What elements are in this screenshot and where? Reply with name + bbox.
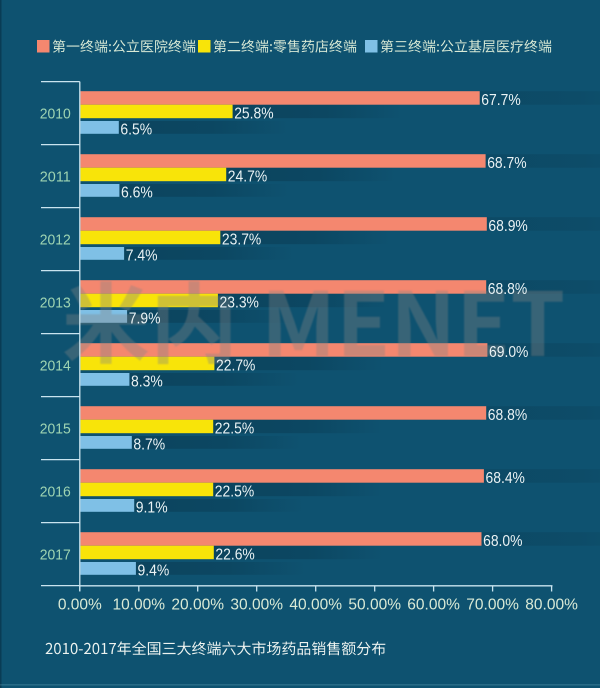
svg-text:7.9%: 7.9% — [129, 310, 161, 327]
svg-text:2016: 2016 — [40, 483, 71, 500]
svg-text:68.4%: 68.4% — [486, 470, 525, 487]
svg-text:6.5%: 6.5% — [120, 121, 152, 138]
svg-text:9.4%: 9.4% — [138, 562, 170, 579]
svg-text:2014: 2014 — [40, 357, 71, 374]
svg-text:10.00%: 10.00% — [113, 596, 166, 613]
svg-text:24.7%: 24.7% — [228, 168, 267, 185]
svg-text:6.6%: 6.6% — [121, 184, 153, 201]
svg-text:20.00%: 20.00% — [171, 596, 224, 613]
svg-text:68.8%: 68.8% — [488, 281, 527, 298]
svg-text:23.3%: 23.3% — [220, 295, 259, 312]
svg-text:50.00%: 50.00% — [348, 596, 401, 613]
svg-text:22.6%: 22.6% — [215, 547, 254, 564]
svg-text:0.00%: 0.00% — [58, 596, 102, 613]
svg-text:69.0%: 69.0% — [489, 344, 528, 361]
svg-text:9.1%: 9.1% — [136, 499, 168, 516]
svg-text:2015: 2015 — [40, 420, 71, 437]
svg-text:2012: 2012 — [40, 231, 71, 248]
svg-text:68.0%: 68.0% — [483, 533, 522, 550]
svg-text:68.8%: 68.8% — [488, 407, 527, 424]
svg-text:80.00%: 80.00% — [525, 596, 578, 613]
svg-text:7.4%: 7.4% — [126, 247, 158, 264]
svg-text:22.7%: 22.7% — [216, 358, 255, 375]
svg-text:23.7%: 23.7% — [222, 231, 261, 248]
svg-text:68.7%: 68.7% — [487, 155, 526, 172]
svg-text:22.5%: 22.5% — [215, 421, 254, 438]
svg-text:2017: 2017 — [40, 546, 71, 563]
svg-text:70.00%: 70.00% — [466, 596, 519, 613]
svg-text:22.5%: 22.5% — [215, 484, 254, 501]
svg-text:25.8%: 25.8% — [234, 105, 273, 122]
svg-text:8.3%: 8.3% — [131, 373, 163, 390]
svg-text:8.7%: 8.7% — [133, 436, 165, 453]
svg-text:30.00%: 30.00% — [230, 596, 283, 613]
svg-text:68.9%: 68.9% — [488, 218, 527, 235]
svg-text:60.00%: 60.00% — [407, 596, 460, 613]
svg-text:2010: 2010 — [40, 105, 71, 122]
svg-text:67.7%: 67.7% — [481, 92, 520, 109]
svg-text:2011: 2011 — [40, 168, 71, 185]
svg-text:2013: 2013 — [40, 294, 71, 311]
svg-text:40.00%: 40.00% — [289, 596, 342, 613]
